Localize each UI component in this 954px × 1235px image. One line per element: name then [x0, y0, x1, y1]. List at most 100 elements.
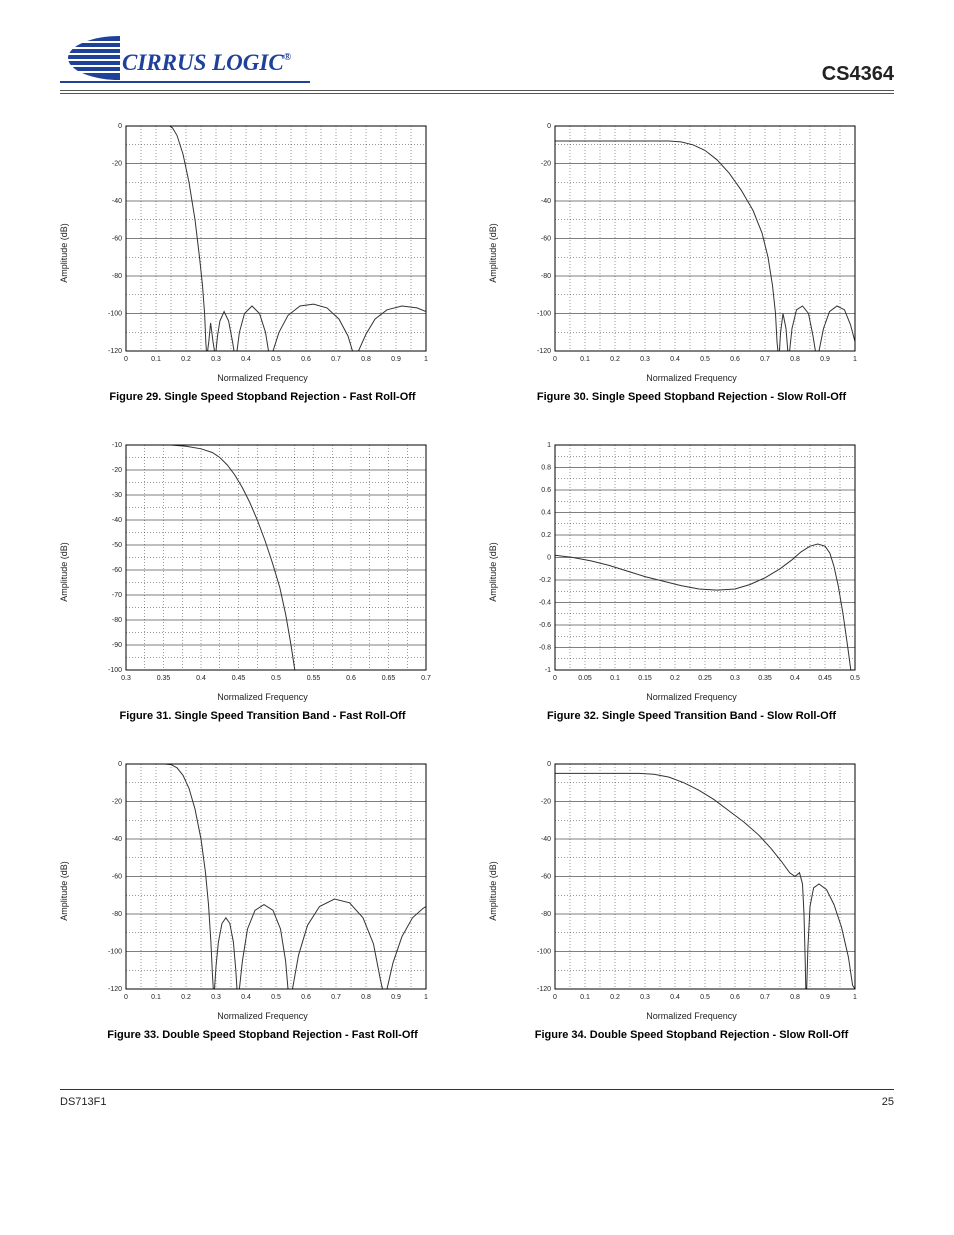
svg-text:0.4: 0.4 — [541, 510, 551, 517]
svg-text:0.7: 0.7 — [760, 356, 770, 363]
svg-text:0.9: 0.9 — [391, 994, 401, 1001]
svg-text:0.8: 0.8 — [361, 994, 371, 1001]
chart-ylabel: Amplitude (dB) — [59, 861, 69, 921]
svg-text:0: 0 — [553, 675, 557, 682]
chart-xlabel: Normalized Frequency — [92, 1011, 434, 1021]
chart-frame: Amplitude (dB) 00.10.20.30.40.50.60.70.8… — [92, 760, 434, 1021]
svg-text:-80: -80 — [111, 911, 121, 918]
chart-ylabel: Amplitude (dB) — [59, 542, 69, 602]
svg-text:0.6: 0.6 — [541, 487, 551, 494]
svg-text:0.3: 0.3 — [640, 356, 650, 363]
svg-text:0.2: 0.2 — [610, 994, 620, 1001]
svg-text:0.4: 0.4 — [670, 356, 680, 363]
svg-text:0.65: 0.65 — [381, 675, 395, 682]
svg-text:1: 1 — [853, 994, 857, 1001]
brand-text: CIRRUS LOGIC® — [122, 50, 292, 75]
svg-text:-100: -100 — [536, 949, 550, 956]
chart-plot: 0.30.350.40.450.50.550.60.650.7-10-20-30… — [92, 441, 434, 690]
chart-figure-33: Amplitude (dB) 00.10.20.30.40.50.60.70.8… — [78, 760, 447, 1041]
chart-xlabel: Normalized Frequency — [92, 373, 434, 383]
svg-text:0.6: 0.6 — [730, 356, 740, 363]
svg-text:-80: -80 — [540, 273, 550, 280]
svg-text:0.9: 0.9 — [820, 356, 830, 363]
chart-plot: 00.10.20.30.40.50.60.70.80.910-20-40-60-… — [521, 122, 863, 371]
svg-text:-20: -20 — [540, 799, 550, 806]
part-number: CS4364 — [822, 63, 894, 86]
svg-text:0.4: 0.4 — [790, 675, 800, 682]
svg-text:-0.8: -0.8 — [538, 645, 550, 652]
svg-text:-60: -60 — [111, 236, 121, 243]
svg-text:0.2: 0.2 — [670, 675, 680, 682]
svg-text:0.05: 0.05 — [578, 675, 592, 682]
svg-text:0.3: 0.3 — [121, 675, 131, 682]
svg-text:-20: -20 — [111, 161, 121, 168]
svg-text:-30: -30 — [111, 492, 121, 499]
chart-caption: Figure 30. Single Speed Stopband Rejecti… — [537, 391, 846, 403]
svg-text:0: 0 — [547, 123, 551, 130]
svg-text:1: 1 — [424, 356, 428, 363]
svg-text:-90: -90 — [111, 642, 121, 649]
chart-xlabel: Normalized Frequency — [521, 1011, 863, 1021]
svg-text:0: 0 — [553, 994, 557, 1001]
footer-page-number: 25 — [882, 1096, 894, 1108]
svg-text:-120: -120 — [107, 348, 121, 355]
chart-caption: Figure 29. Single Speed Stopband Rejecti… — [109, 391, 415, 403]
svg-text:0.2: 0.2 — [541, 532, 551, 539]
svg-text:0.5: 0.5 — [271, 675, 281, 682]
svg-text:-80: -80 — [540, 911, 550, 918]
svg-text:0.4: 0.4 — [196, 675, 206, 682]
svg-text:0.4: 0.4 — [241, 994, 251, 1001]
svg-text:-40: -40 — [540, 198, 550, 205]
svg-text:0.8: 0.8 — [361, 356, 371, 363]
svg-text:-100: -100 — [107, 667, 121, 674]
svg-text:-120: -120 — [536, 986, 550, 993]
chart-frame: Amplitude (dB) 00.10.20.30.40.50.60.70.8… — [521, 760, 863, 1021]
chart-figure-32: Amplitude (dB) 00.050.10.150.20.250.30.3… — [507, 441, 876, 722]
svg-text:1: 1 — [547, 442, 551, 449]
svg-text:0.7: 0.7 — [331, 356, 341, 363]
svg-text:0.5: 0.5 — [700, 356, 710, 363]
chart-caption: Figure 33. Double Speed Stopband Rejecti… — [107, 1029, 417, 1041]
svg-text:0.6: 0.6 — [346, 675, 356, 682]
svg-text:0.5: 0.5 — [271, 994, 281, 1001]
svg-text:0: 0 — [118, 123, 122, 130]
svg-text:0.1: 0.1 — [580, 994, 590, 1001]
chart-plot: 00.10.20.30.40.50.60.70.80.910-20-40-60-… — [92, 760, 434, 1009]
svg-text:0.3: 0.3 — [211, 356, 221, 363]
svg-text:-100: -100 — [536, 311, 550, 318]
svg-text:0.8: 0.8 — [790, 356, 800, 363]
svg-text:-120: -120 — [536, 348, 550, 355]
svg-text:-1: -1 — [544, 667, 550, 674]
svg-text:1: 1 — [424, 994, 428, 1001]
svg-text:-0.6: -0.6 — [538, 622, 550, 629]
svg-text:-20: -20 — [540, 161, 550, 168]
chart-plot: 00.050.10.150.20.250.30.350.40.450.510.8… — [521, 441, 863, 690]
svg-text:0.5: 0.5 — [850, 675, 860, 682]
chart-figure-34: Amplitude (dB) 00.10.20.30.40.50.60.70.8… — [507, 760, 876, 1041]
chart-caption: Figure 34. Double Speed Stopband Rejecti… — [535, 1029, 849, 1041]
svg-text:0: 0 — [124, 356, 128, 363]
chart-frame: Amplitude (dB) 00.10.20.30.40.50.60.70.8… — [521, 122, 863, 383]
svg-text:0: 0 — [118, 761, 122, 768]
chart-xlabel: Normalized Frequency — [92, 692, 434, 702]
svg-text:0.9: 0.9 — [820, 994, 830, 1001]
svg-text:0.3: 0.3 — [211, 994, 221, 1001]
svg-text:0: 0 — [547, 555, 551, 562]
svg-text:0: 0 — [553, 356, 557, 363]
chart-frame: Amplitude (dB) 00.050.10.150.20.250.30.3… — [521, 441, 863, 702]
svg-text:0.6: 0.6 — [301, 994, 311, 1001]
brand-logo: CIRRUS LOGIC® — [60, 28, 310, 86]
chart-xlabel: Normalized Frequency — [521, 692, 863, 702]
svg-text:-100: -100 — [107, 949, 121, 956]
svg-text:0.1: 0.1 — [151, 994, 161, 1001]
chart-plot: 00.10.20.30.40.50.60.70.80.910-20-40-60-… — [521, 760, 863, 1009]
chart-plot: 00.10.20.30.40.50.60.70.80.910-20-40-60-… — [92, 122, 434, 371]
chart-ylabel: Amplitude (dB) — [488, 223, 498, 283]
chart-figure-29: Amplitude (dB) 00.10.20.30.40.50.60.70.8… — [78, 122, 447, 403]
page-header: CIRRUS LOGIC® CS4364 — [60, 28, 894, 94]
page-footer: DS713F1 25 — [60, 1089, 894, 1108]
chart-ylabel: Amplitude (dB) — [59, 223, 69, 283]
svg-text:-0.2: -0.2 — [538, 577, 550, 584]
charts-grid: Amplitude (dB) 0 0.1 0.2 0.3 0.4 0.5 0.6 0.7 0.8… — [60, 122, 894, 1041]
svg-text:-60: -60 — [111, 567, 121, 574]
